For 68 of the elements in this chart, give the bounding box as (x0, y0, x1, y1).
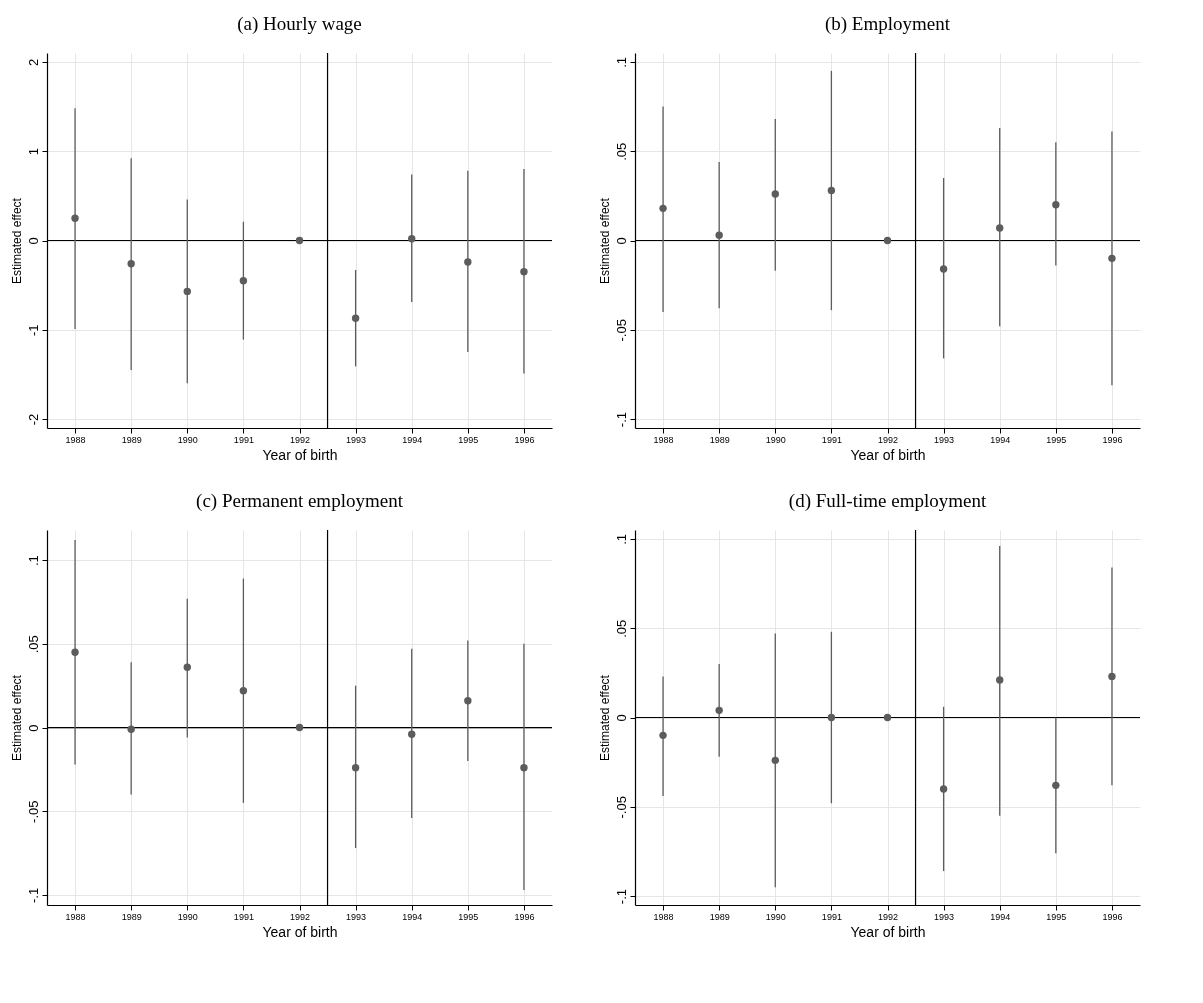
x-tick-label: 1989 (121, 434, 142, 445)
x-tick-label: 1994 (402, 434, 423, 445)
x-tick-label: 1996 (1102, 434, 1123, 445)
x-tick-label: 1991 (233, 911, 254, 922)
x-tick-label: 1992 (289, 911, 311, 922)
y-axis-title: Estimated effect (9, 674, 24, 761)
y-tick-label: 1 (25, 148, 41, 156)
chart-title: (c) Permanent employment (196, 490, 404, 513)
y-tick-label: 0 (25, 724, 41, 732)
x-tick-label: 1995 (1046, 434, 1067, 445)
y-tick-label: -.1 (613, 888, 629, 905)
chart-title: (b) Employment (824, 13, 951, 36)
x-tick-label: 1990 (765, 911, 786, 922)
x-tick-label: 1995 (1046, 911, 1067, 922)
x-tick-label: 1990 (177, 434, 198, 445)
x-tick-label: 1994 (990, 434, 1011, 445)
y-tick-label: .05 (613, 619, 629, 638)
y-tick-label: -.1 (25, 887, 41, 904)
y-axis-title: Estimated effect (9, 197, 24, 284)
x-axis-title: Year of birth (262, 923, 338, 940)
x-tick-label: 1990 (177, 911, 198, 922)
y-tick-label: .1 (613, 534, 629, 545)
y-tick-label: -2 (25, 413, 41, 426)
x-tick-label: 1991 (821, 434, 842, 445)
y-tick-label: 0 (613, 237, 629, 245)
x-tick-label: 1995 (458, 911, 479, 922)
y-tick-label: -.05 (25, 800, 41, 823)
x-tick-label: 1989 (709, 911, 730, 922)
y-tick-label: 0 (613, 714, 629, 722)
x-axis-title: Year of birth (850, 923, 926, 940)
x-tick-label: 1993 (346, 434, 367, 445)
x-tick-label: 1988 (65, 911, 86, 922)
x-axis-title: Year of birth (850, 446, 926, 463)
x-tick-label: 1993 (934, 911, 955, 922)
x-tick-label: 1992 (289, 434, 311, 445)
x-tick-label: 1995 (458, 434, 479, 445)
y-tick-label: -.05 (613, 796, 629, 819)
x-tick-label: 1996 (1102, 911, 1123, 922)
x-tick-label: 1988 (65, 434, 86, 445)
x-tick-label: 1990 (765, 434, 786, 445)
y-tick-label: .1 (613, 57, 629, 68)
y-tick-label: 0 (25, 237, 41, 245)
y-tick-label: -.1 (613, 411, 629, 428)
x-tick-label: 1991 (233, 434, 254, 445)
x-tick-label: 1996 (514, 434, 535, 445)
x-tick-label: 1989 (709, 434, 730, 445)
chart-title: (d) Full-time employment (788, 490, 987, 513)
y-tick-label: 2 (25, 58, 41, 67)
y-tick-label: -.05 (613, 319, 629, 342)
x-tick-label: 1988 (653, 911, 674, 922)
x-tick-label: 1992 (877, 911, 899, 922)
x-tick-label: 1994 (402, 911, 423, 922)
y-axis-title: Estimated effect (597, 674, 612, 761)
chart-title: (a) Hourly wage (237, 13, 362, 36)
x-tick-label: 1992 (877, 434, 899, 445)
x-tick-label: 1989 (121, 911, 142, 922)
x-tick-label: 1993 (934, 434, 955, 445)
x-tick-label: 1988 (653, 434, 674, 445)
y-tick-label: .05 (25, 635, 41, 654)
x-tick-label: 1993 (346, 911, 367, 922)
y-axis-title: Estimated effect (597, 197, 612, 284)
y-tick-label: .05 (613, 142, 629, 161)
x-axis-title: Year of birth (262, 446, 338, 463)
y-tick-label: .1 (25, 555, 41, 567)
x-tick-label: 1991 (821, 911, 842, 922)
x-tick-label: 1994 (990, 911, 1011, 922)
y-tick-label: -1 (25, 324, 41, 337)
x-tick-label: 1996 (514, 911, 535, 922)
